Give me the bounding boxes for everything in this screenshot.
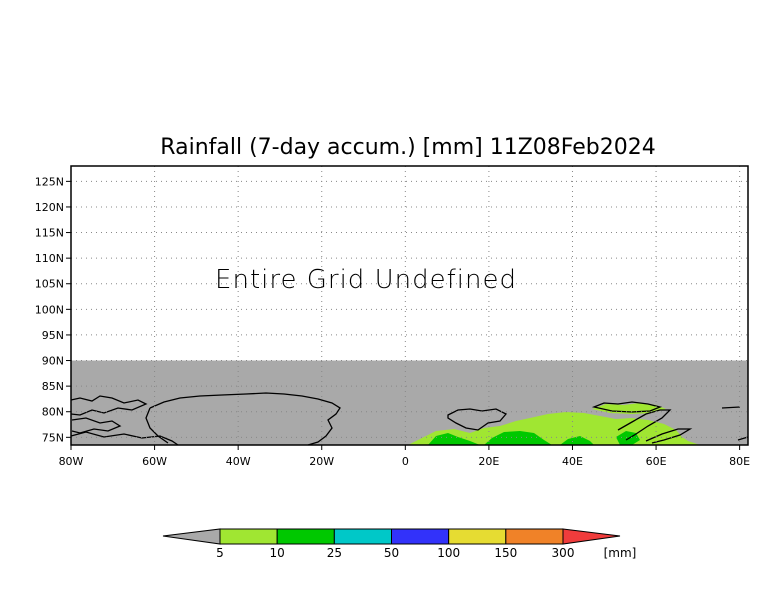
x-tick-label: 20E (478, 455, 499, 468)
colorbar-bin (505, 528, 564, 545)
coastline-canada-archipelago (70, 395, 148, 416)
y-tick-label: 80N (42, 406, 64, 419)
colorbar-label: 25 (327, 546, 342, 560)
axes: 80W 60W 40W 20W 0 20E 40E 60E 80E 75N 80N 85N 90N 95… (35, 175, 750, 468)
y-tick-label: 105N (35, 278, 64, 291)
y-tick-label: 85N (42, 380, 64, 393)
x-tick-label: 20W (309, 455, 334, 468)
colorbar-label: 100 (437, 546, 460, 560)
colorbar-bin (276, 528, 335, 545)
colorbar-label: 300 (552, 546, 575, 560)
x-tick-label: 60E (646, 455, 667, 468)
coastline-novaya-zemlya (617, 409, 672, 441)
colorbar-label: 150 (494, 546, 517, 560)
x-tick-label: 80W (59, 455, 84, 468)
rain-patch-10-25mm (484, 431, 552, 445)
rain-patch-10-25mm (560, 436, 594, 445)
y-tick-label: 115N (35, 227, 64, 240)
y-axis: 75N 80N 85N 90N 95N 100N 105N 110N 115N 120N 125N (35, 175, 71, 444)
colorbar-under-triangle (162, 528, 221, 545)
colorbar-bin (448, 528, 507, 545)
undefined-grid-message: Entire Grid Undefined (215, 265, 517, 295)
coastline-greenland (145, 392, 341, 446)
x-axis: 80W 60W 40W 20W 0 20E 40E 60E 80E (59, 445, 750, 468)
x-tick-label: 40E (562, 455, 583, 468)
coastline-svalbard (447, 408, 508, 431)
colorbar: 5 10 25 50 100 150 300 [mm] (162, 528, 637, 560)
colorbar-label: 50 (384, 546, 399, 560)
y-tick-label: 110N (35, 252, 64, 265)
colorbar-bin (333, 528, 393, 545)
rain-patch-10-25mm (428, 433, 480, 445)
y-tick-label: 120N (35, 201, 64, 214)
colorbar-labels: 5 10 25 50 100 150 300 (216, 546, 574, 560)
x-tick-label: 40W (226, 455, 251, 468)
colorbar-bin (391, 528, 450, 545)
colorbar-bins (219, 528, 564, 545)
y-tick-label: 95N (42, 329, 64, 342)
colorbar-over-triangle (562, 528, 621, 545)
coastline-baffin (70, 431, 179, 446)
colorbar-unit-label: [mm] (604, 546, 637, 560)
x-tick-label: 0 (402, 455, 409, 468)
y-tick-label: 90N (42, 355, 64, 368)
y-tick-label: 125N (35, 175, 64, 188)
x-tick-label: 60W (142, 455, 167, 468)
plot-frame (70, 165, 749, 446)
map-title: Rainfall (7-day accum.) [mm] 11Z08Feb202… (160, 135, 655, 160)
colorbar-label: 10 (270, 546, 285, 560)
plot-area: Entire Grid Undefined (70, 165, 749, 446)
y-tick-label: 100N (35, 303, 64, 316)
coastline-ellesmere (71, 417, 122, 434)
colorbar-label: 5 (216, 546, 224, 560)
x-tick-label: 80E (729, 455, 750, 468)
y-tick-label: 75N (42, 431, 64, 444)
colorbar-bin (219, 528, 278, 545)
